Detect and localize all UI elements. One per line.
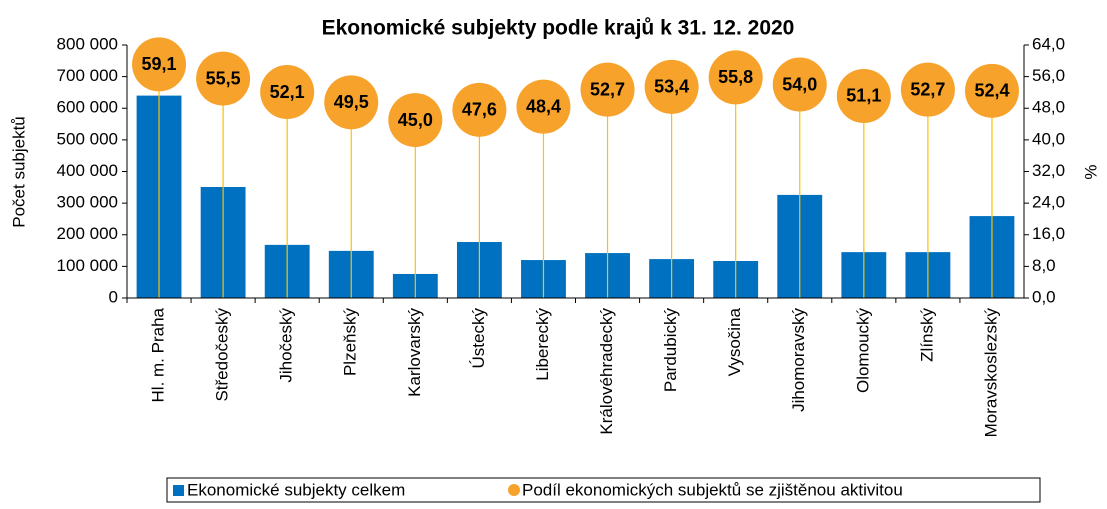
data-label: 52,7 [910, 79, 945, 99]
data-label: 51,1 [846, 86, 881, 106]
y-tick-label: 100 000 [57, 256, 118, 275]
x-tick-label: Zlínský [917, 308, 936, 362]
y2-tick-label: 24,0 [1032, 193, 1065, 212]
x-tick-label: Vysočina [725, 307, 744, 376]
marker [964, 63, 1019, 118]
marker [132, 37, 187, 92]
legend-label: Ekonomické subjekty celkem [187, 480, 405, 499]
data-label: 52,1 [270, 82, 305, 102]
marker [644, 59, 699, 114]
data-label: 45,0 [398, 110, 433, 130]
marker [772, 57, 827, 112]
data-label: 52,4 [974, 81, 1009, 101]
x-tick-label: Královéhradecký [597, 308, 616, 435]
legend-box [166, 477, 1041, 503]
legend-label: Podíl ekonomických subjektů se zjištěnou… [522, 480, 903, 499]
data-label: 52,7 [590, 79, 625, 99]
marker [324, 75, 379, 130]
y2-tick-label: 48,0 [1032, 98, 1065, 117]
x-tick-label: Ústecký [469, 308, 488, 369]
y2-axis-label: % [1081, 164, 1100, 179]
x-tick-label: Plzeňský [341, 308, 360, 377]
legend-swatch [173, 485, 184, 496]
y-tick-label: 300 000 [57, 193, 118, 212]
x-tick-label: Olomoucký [853, 308, 872, 394]
y2-tick-label: 56,0 [1032, 66, 1065, 85]
x-tick-label: Liberecký [533, 308, 552, 381]
data-label: 59,1 [142, 54, 177, 74]
marker [580, 62, 635, 117]
y2-tick-label: 32,0 [1032, 161, 1065, 180]
marker [260, 65, 315, 120]
chart-title: Ekonomické subjekty podle krajů k 31. 12… [322, 17, 795, 40]
y2-tick-label: 16,0 [1032, 224, 1065, 243]
x-tick-label: Hl. m. Praha [149, 307, 168, 402]
x-tick-label: Jihočeský [277, 308, 296, 383]
y2-tick-label: 8,0 [1032, 256, 1056, 275]
marker [900, 62, 955, 117]
y-axis-label: Počet subjektů [9, 116, 28, 228]
marker [388, 93, 443, 148]
data-label: 54,0 [782, 74, 817, 94]
x-tick-label: Středočeský [213, 308, 232, 402]
y2-tick-label: 0,0 [1032, 287, 1056, 306]
x-tick-label: Pardubický [661, 308, 680, 393]
marker [836, 68, 891, 123]
x-tick-label: Moravskoslezský [981, 308, 1000, 438]
data-label: 47,6 [462, 100, 497, 120]
marker [196, 51, 251, 106]
marker [516, 79, 571, 134]
y2-tick-label: 40,0 [1032, 129, 1065, 148]
data-label: 53,4 [654, 77, 689, 97]
data-label: 49,5 [334, 92, 369, 112]
marker [452, 82, 507, 137]
data-label: 55,8 [718, 67, 753, 87]
y2-tick-label: 64,0 [1032, 34, 1065, 53]
y-tick-label: 600 000 [57, 98, 118, 117]
x-tick-label: Karlovarský [405, 308, 424, 397]
y-tick-label: 500 000 [57, 129, 118, 148]
y-tick-label: 0 [109, 287, 118, 306]
x-tick-label: Jihomoravský [789, 308, 808, 412]
y-tick-label: 400 000 [57, 161, 118, 180]
data-label: 55,5 [206, 68, 241, 88]
marker [708, 50, 763, 105]
y-tick-label: 700 000 [57, 66, 118, 85]
data-label: 48,4 [526, 96, 561, 116]
y-tick-label: 800 000 [57, 34, 118, 53]
legend-swatch [508, 484, 520, 496]
y-tick-label: 200 000 [57, 224, 118, 243]
